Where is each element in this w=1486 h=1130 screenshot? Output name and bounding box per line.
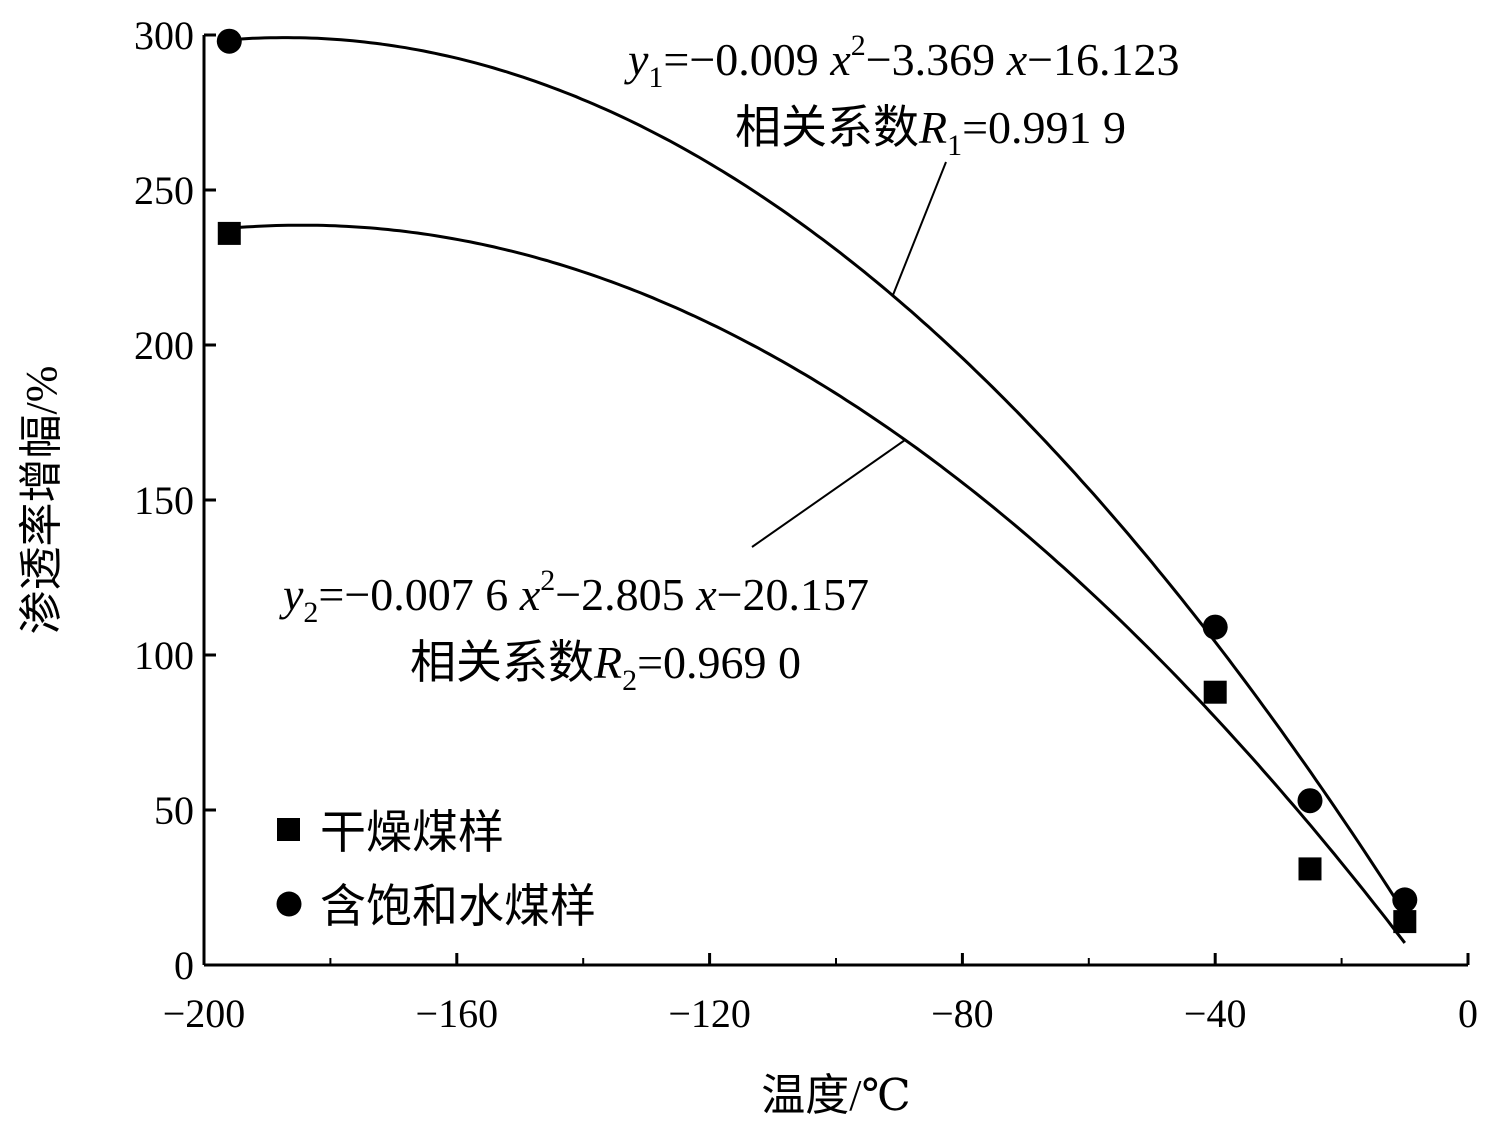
data-point-saturated: [1202, 614, 1228, 640]
data-point-saturated: [1297, 788, 1323, 814]
y-tick-label: 200: [134, 323, 194, 368]
fit-2-equation: y2=−0.007 6 x2−2.805 x−20.157: [279, 564, 869, 629]
x-tick-label: −160: [416, 991, 499, 1036]
y-tick-label: 150: [134, 478, 194, 523]
data-markers: [216, 28, 1418, 934]
x-tick-label: −80: [931, 991, 994, 1036]
fit-1-r-label: 相关系数R1=0.991 9: [735, 102, 1126, 162]
legend: 干燥煤样 含饱和水煤样: [276, 807, 596, 932]
x-ticks: −200 −160 −120 −80 −40 0: [163, 953, 1478, 1036]
legend-label-dry: 干燥煤样: [320, 807, 504, 858]
fit-1-equation: y1=−0.009 x2−3.369 x−16.123: [624, 29, 1180, 94]
data-point-dry: [1203, 680, 1227, 704]
y-ticks: 0 50 100 150 200 250 300: [134, 13, 216, 988]
legend-marker-circle: [276, 891, 302, 917]
x-tick-label: −200: [163, 991, 246, 1036]
y-tick-label: 250: [134, 168, 194, 213]
y-tick-label: 50: [154, 788, 194, 833]
leader-line-fit-1: [892, 161, 947, 296]
y-axis-title: 渗透率增幅/%: [17, 366, 66, 635]
fit-curve-1: [229, 36, 1407, 915]
data-point-dry: [217, 221, 241, 245]
fit-annotation-1: y1=−0.009 x2−3.369 x−16.123 相关系数R1=0.991…: [624, 29, 1180, 162]
legend-marker-square: [277, 818, 300, 841]
data-point-saturated: [1392, 887, 1418, 913]
fit-annotation-2: y2=−0.007 6 x2−2.805 x−20.157 相关系数R2=0.9…: [279, 564, 869, 697]
legend-label-saturated: 含饱和水煤样: [320, 881, 596, 932]
leader-line-fit-2: [751, 439, 906, 548]
y-tick-label: 300: [134, 13, 194, 58]
fit-curve-2: [229, 223, 1406, 944]
data-point-dry: [1393, 910, 1417, 934]
y-tick-label: 100: [134, 633, 194, 678]
x-tick-label: −120: [668, 991, 751, 1036]
y-tick-label: 0: [174, 943, 194, 988]
x-tick-label: 0: [1458, 991, 1478, 1036]
leader-lines: [751, 161, 947, 548]
data-point-dry: [1298, 857, 1322, 881]
x-axis-title: 温度/℃: [761, 1071, 910, 1120]
x-tick-label: −40: [1184, 991, 1247, 1036]
fit-2-r-label: 相关系数R2=0.969 0: [410, 637, 801, 697]
data-point-saturated: [216, 28, 242, 54]
